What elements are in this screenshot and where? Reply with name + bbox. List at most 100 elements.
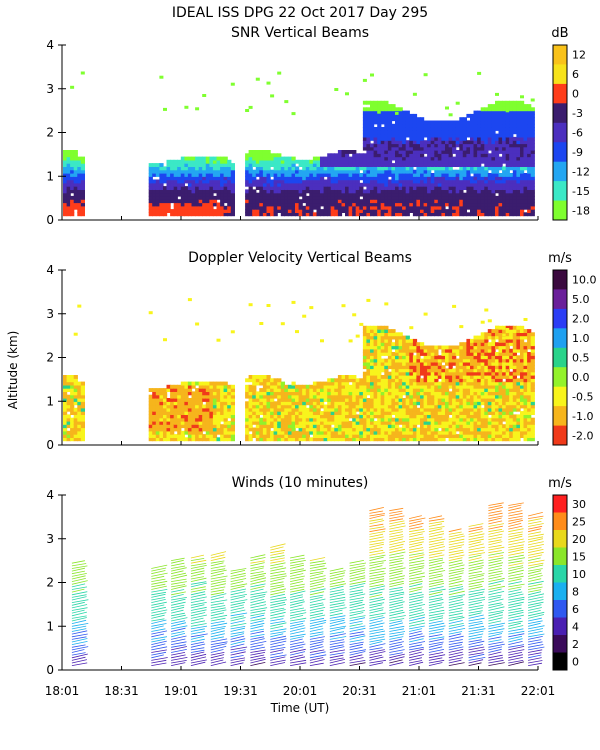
heatmap-cell — [477, 133, 482, 138]
heatmap-cell — [209, 388, 214, 392]
heatmap-cell — [491, 352, 496, 356]
heatmap-cell — [445, 133, 450, 138]
heatmap-cell — [305, 205, 310, 210]
heatmap-cell — [523, 127, 528, 131]
heatmap-cell — [63, 166, 68, 171]
heatmap-cell — [380, 325, 385, 330]
heatmap-cell — [323, 434, 328, 438]
heatmap-cell — [66, 212, 71, 217]
heatmap-cell — [448, 404, 453, 409]
heatmap-cell — [195, 414, 200, 419]
heatmap-cell — [398, 150, 403, 154]
heatmap-cell — [216, 176, 221, 181]
heatmap-cell — [355, 381, 360, 386]
heatmap-cell — [173, 195, 178, 200]
heatmap-cell — [184, 384, 189, 389]
heatmap-cell — [80, 381, 85, 386]
heatmap-cell — [491, 407, 496, 412]
heatmap-cell — [409, 130, 414, 135]
heatmap-cell — [530, 189, 535, 194]
heatmap-cell — [412, 358, 418, 363]
heatmap-cell — [384, 404, 389, 409]
heatmap-cell — [448, 381, 453, 386]
heatmap-cell — [262, 205, 268, 210]
heatmap-cell — [262, 186, 268, 190]
heatmap-cell — [466, 437, 471, 442]
heatmap-cell — [348, 375, 353, 379]
heatmap-cell — [409, 143, 414, 148]
heatmap-cell — [452, 371, 457, 376]
heatmap-cell — [223, 381, 228, 386]
heatmap-cell — [223, 388, 228, 392]
heatmap-cell — [287, 169, 293, 174]
heatmap-cell — [405, 127, 410, 131]
heatmap-cell — [430, 166, 435, 171]
heatmap-cell — [420, 371, 425, 376]
heatmap-cell — [495, 182, 500, 187]
heatmap-cell — [202, 424, 207, 429]
heatmap-cell — [302, 427, 307, 432]
heatmap-cell — [341, 166, 346, 171]
heatmap-cell — [416, 375, 421, 379]
heatmap-cell — [291, 179, 296, 184]
y-tick-label: 2 — [46, 126, 54, 140]
heatmap-cell — [416, 156, 421, 161]
heatmap-cell — [412, 384, 418, 389]
heatmap-cell — [480, 127, 485, 131]
heatmap-cell — [334, 404, 339, 409]
heatmap-cell — [420, 394, 425, 399]
heatmap-cell — [298, 186, 303, 190]
heatmap-cell — [159, 424, 164, 429]
heatmap-cell — [348, 169, 353, 174]
heatmap-cell — [148, 195, 153, 200]
heatmap-cell — [295, 394, 300, 399]
heatmap-cell — [177, 169, 182, 174]
heatmap-cell — [362, 338, 368, 343]
heatmap-cell — [270, 434, 275, 438]
heatmap-cell — [73, 150, 78, 154]
heatmap-cell — [484, 308, 489, 312]
heatmap-cell — [523, 205, 528, 210]
heatmap-cell — [352, 381, 357, 386]
heatmap-cell — [252, 394, 257, 399]
heatmap-cell — [362, 117, 368, 122]
heatmap-cell — [202, 420, 207, 425]
heatmap-cell — [391, 107, 396, 112]
heatmap-cell — [248, 189, 253, 194]
heatmap-cell — [405, 434, 410, 438]
heatmap-cell — [448, 156, 453, 161]
heatmap-cell — [187, 166, 193, 171]
heatmap-cell — [177, 398, 182, 402]
heatmap-cell — [502, 136, 507, 141]
heatmap-cell — [502, 104, 507, 108]
heatmap-cell — [523, 107, 528, 112]
heatmap-cell — [448, 146, 453, 151]
heatmap-cell — [173, 398, 178, 402]
heatmap-cell — [334, 202, 339, 207]
heatmap-cell — [166, 159, 171, 164]
heatmap-cell — [487, 352, 492, 356]
heatmap-cell — [277, 153, 282, 158]
heatmap-cell — [448, 205, 453, 210]
heatmap-cell — [66, 381, 71, 386]
heatmap-cell — [487, 189, 492, 194]
heatmap-cell — [434, 345, 439, 350]
heatmap-cell — [373, 107, 378, 112]
heatmap-cell — [398, 133, 403, 138]
heatmap-cell — [63, 414, 68, 419]
heatmap-cell — [191, 434, 196, 438]
heatmap-cell — [259, 391, 264, 396]
heatmap-cell — [245, 176, 250, 181]
heatmap-cell — [148, 420, 153, 425]
heatmap-cell — [266, 179, 271, 184]
heatmap-cell — [527, 140, 532, 145]
heatmap-cell — [359, 424, 364, 429]
heatmap-cell — [191, 212, 196, 217]
heatmap-cell — [434, 140, 439, 145]
heatmap-cell — [437, 417, 442, 422]
heatmap-cell — [416, 394, 421, 399]
heatmap-cell — [523, 192, 528, 197]
heatmap-cell — [287, 156, 293, 161]
heatmap-cell — [255, 159, 260, 164]
heatmap-cell — [223, 195, 228, 200]
